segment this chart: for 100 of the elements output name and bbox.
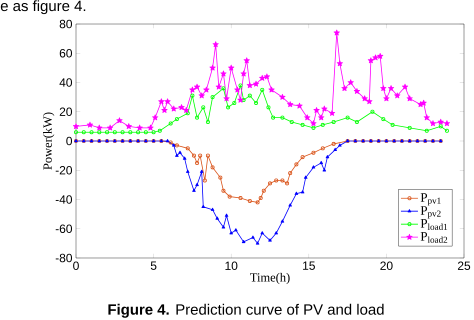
point bbox=[186, 170, 190, 173]
point bbox=[232, 100, 236, 105]
point bbox=[120, 130, 125, 134]
point bbox=[304, 176, 308, 179]
legend-label: P$_{pv2}$ bbox=[420, 206, 441, 218]
point bbox=[254, 100, 258, 105]
y-tick-label: 60 bbox=[60, 49, 72, 58]
point bbox=[192, 188, 196, 192]
point bbox=[311, 150, 316, 155]
point bbox=[290, 120, 294, 124]
point bbox=[238, 196, 243, 200]
point bbox=[326, 155, 330, 158]
point bbox=[320, 122, 325, 127]
point bbox=[258, 196, 263, 200]
x-tick-label: 0 bbox=[73, 262, 79, 270]
point bbox=[262, 188, 266, 193]
point bbox=[332, 142, 336, 146]
point bbox=[280, 116, 284, 120]
point bbox=[285, 181, 290, 186]
point bbox=[238, 83, 243, 88]
point bbox=[228, 194, 232, 199]
point bbox=[248, 94, 252, 98]
point bbox=[280, 178, 284, 182]
point bbox=[215, 216, 220, 220]
point bbox=[168, 140, 173, 144]
point bbox=[288, 171, 292, 176]
point bbox=[248, 198, 252, 203]
legend-label: P$_{load2}$ bbox=[420, 232, 448, 243]
point bbox=[224, 214, 228, 217]
point bbox=[300, 122, 305, 127]
point bbox=[221, 86, 226, 90]
y-tick-label: -40 bbox=[56, 195, 72, 204]
point bbox=[332, 120, 336, 124]
point bbox=[438, 124, 443, 128]
point bbox=[210, 208, 214, 211]
point bbox=[210, 95, 215, 100]
y-tick-label: -20 bbox=[56, 166, 72, 174]
y-tick-label: -80 bbox=[56, 254, 72, 262]
point bbox=[408, 126, 412, 130]
point bbox=[226, 105, 230, 110]
point bbox=[201, 204, 206, 208]
point bbox=[311, 126, 316, 130]
point bbox=[280, 219, 284, 223]
legend-label: P$_{load1}$ bbox=[420, 219, 448, 230]
point bbox=[144, 130, 148, 134]
point bbox=[218, 176, 222, 180]
point bbox=[178, 150, 182, 154]
point bbox=[112, 130, 117, 134]
point bbox=[174, 143, 179, 148]
point bbox=[390, 122, 395, 127]
point bbox=[186, 111, 190, 116]
point bbox=[274, 231, 278, 234]
point bbox=[168, 121, 173, 126]
point bbox=[195, 160, 200, 165]
point bbox=[202, 178, 207, 182]
point bbox=[152, 130, 156, 134]
point bbox=[288, 203, 292, 207]
y-tick-label: 20 bbox=[60, 108, 72, 116]
point bbox=[320, 146, 325, 150]
point bbox=[174, 117, 179, 122]
point bbox=[242, 240, 246, 244]
point bbox=[266, 105, 270, 110]
point bbox=[172, 143, 176, 147]
point bbox=[354, 120, 359, 124]
point bbox=[190, 94, 194, 98]
point bbox=[195, 116, 200, 120]
y-tick-label: 40 bbox=[59, 78, 72, 87]
point bbox=[186, 146, 190, 150]
point bbox=[206, 120, 210, 124]
point bbox=[322, 168, 326, 172]
point bbox=[222, 225, 226, 228]
x-tick-label: 10 bbox=[225, 262, 238, 270]
text: Figure 4. Prediction curve of PV and load bbox=[108, 304, 384, 318]
point bbox=[268, 181, 272, 186]
point bbox=[346, 116, 350, 120]
y-tick-label: -60 bbox=[56, 224, 72, 233]
point bbox=[268, 238, 272, 242]
point bbox=[97, 130, 102, 134]
point bbox=[300, 190, 304, 194]
x-tick-label: 20 bbox=[380, 262, 393, 270]
point bbox=[201, 105, 206, 110]
point bbox=[294, 162, 298, 166]
point bbox=[166, 139, 170, 142]
point bbox=[271, 116, 276, 120]
x-axis-title: Time(h) bbox=[250, 272, 290, 284]
point bbox=[234, 228, 238, 232]
y-axis-title: Power(kW) bbox=[43, 112, 54, 170]
point bbox=[90, 130, 94, 134]
point bbox=[242, 98, 246, 102]
point bbox=[175, 154, 179, 157]
point bbox=[338, 143, 342, 147]
point bbox=[274, 178, 278, 182]
point bbox=[424, 128, 429, 133]
text: e as figure 4. bbox=[0, 0, 86, 14]
y-tick-label: 80 bbox=[60, 20, 72, 28]
point bbox=[333, 148, 337, 151]
x-tick-label: 25 bbox=[458, 262, 470, 270]
point bbox=[221, 188, 226, 193]
y-tick-label: 0 bbox=[66, 136, 72, 146]
point bbox=[105, 130, 110, 134]
